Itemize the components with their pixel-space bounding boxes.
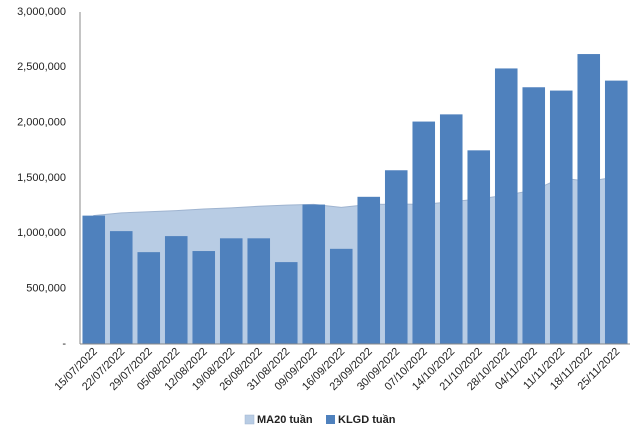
klgd-bar-layer [82,54,628,345]
klgd-bar-13 [412,121,436,344]
klgd-bar-15 [467,150,491,344]
klgd-bar-6 [219,238,243,344]
x-axis: 15/07/202222/07/202229/07/202205/08/2022… [52,343,630,393]
y-axis: - 500,000 1,000,000 1,500,000 2,000,000 2,500… [17,6,81,350]
legend-label-ma20: MA20 tuần [257,414,313,426]
klgd-bar-9 [302,204,326,344]
klgd-bar-7 [247,238,271,344]
legend-swatch-ma20 [244,414,255,425]
klgd-bar-17 [522,87,546,345]
y-tick-label: 2,500,000 [17,61,66,73]
y-tick-label: 3,000,000 [17,6,66,18]
y-tick-label: - [62,338,66,350]
klgd-bar-4 [164,236,188,344]
klgd-bar-5 [192,251,216,344]
klgd-bar-2 [109,231,133,344]
y-tick-label: 2,000,000 [17,117,66,129]
klgd-bar-3 [137,252,161,344]
legend: MA20 tuần KLGD tuần [244,414,396,426]
klgd-bar-18 [549,90,573,344]
klgd-bar-10 [329,248,353,344]
klgd-bar-12 [384,170,408,344]
klgd-bar-11 [357,196,381,344]
klgd-bar-1 [82,215,106,344]
klgd-bar-19 [577,54,601,344]
klgd-bar-16 [494,68,518,344]
legend-label-klgd: KLGD tuần [338,414,396,426]
klgd-bar-8 [274,262,298,344]
legend-swatch-klgd [326,415,335,424]
y-tick-label: 1,000,000 [17,227,66,239]
y-tick-label: 500,000 [26,283,66,295]
klgd-bar-14 [439,114,463,344]
y-tick-label: 1,500,000 [17,172,66,184]
klgd-bar-20 [604,80,628,344]
